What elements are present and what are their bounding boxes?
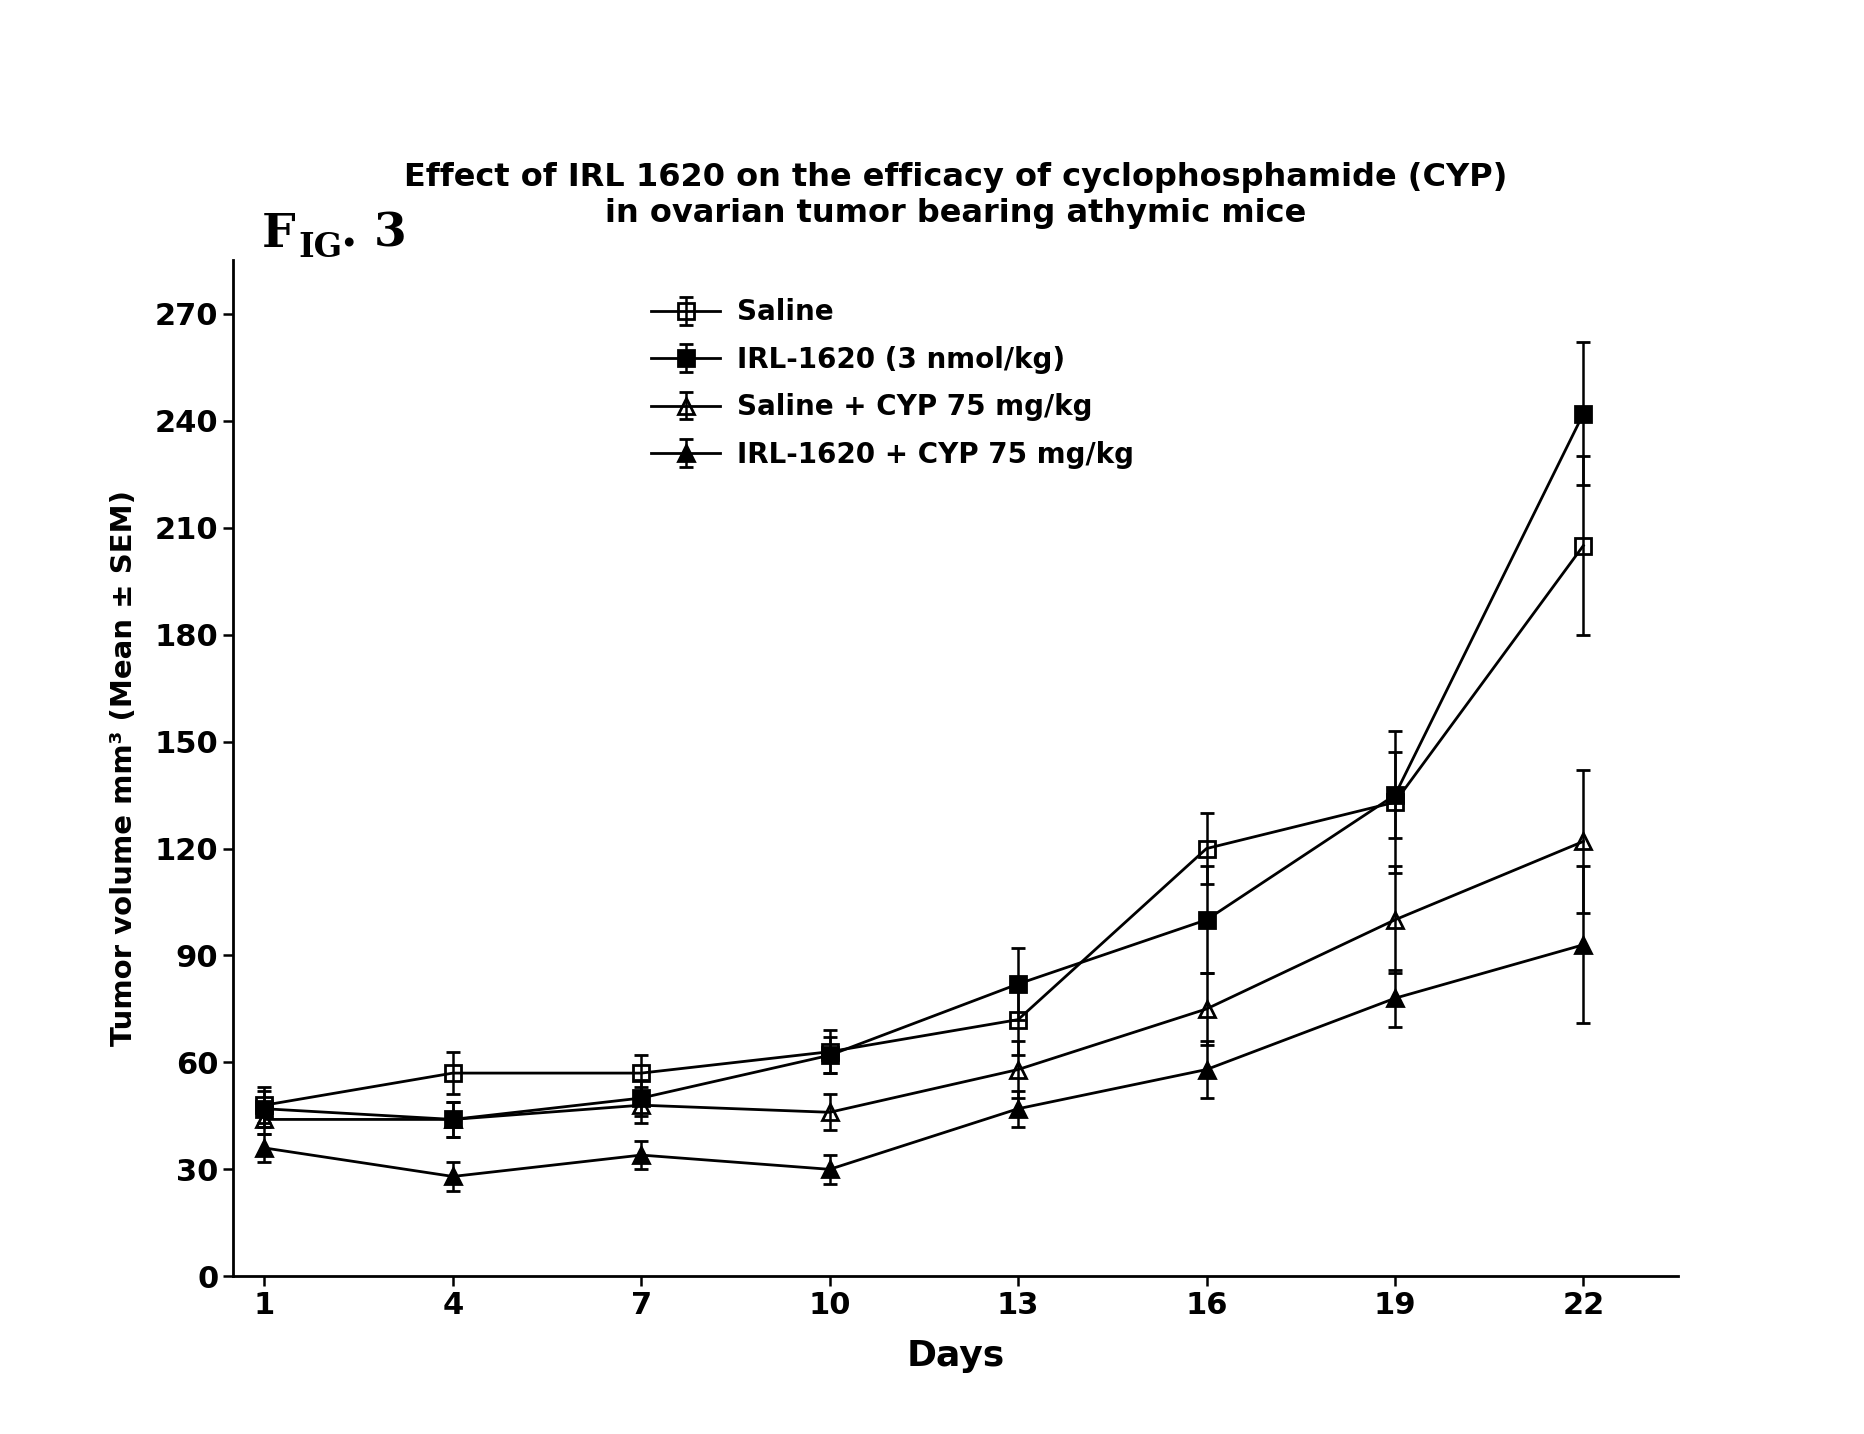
Text: IG: IG (298, 231, 343, 264)
Text: F: F (261, 211, 296, 257)
Title: Effect of IRL 1620 on the efficacy of cyclophosphamide (CYP)
in ovarian tumor be: Effect of IRL 1620 on the efficacy of cy… (404, 162, 1506, 228)
X-axis label: Days: Days (906, 1339, 1005, 1374)
Legend: Saline, IRL-1620 (3 nmol/kg), Saline + CYP 75 mg/kg, IRL-1620 + CYP 75 mg/kg: Saline, IRL-1620 (3 nmol/kg), Saline + C… (637, 284, 1148, 483)
Text: . 3: . 3 (341, 211, 406, 257)
Y-axis label: Tumor volume mm³ (Mean ± SEM): Tumor volume mm³ (Mean ± SEM) (110, 490, 138, 1047)
